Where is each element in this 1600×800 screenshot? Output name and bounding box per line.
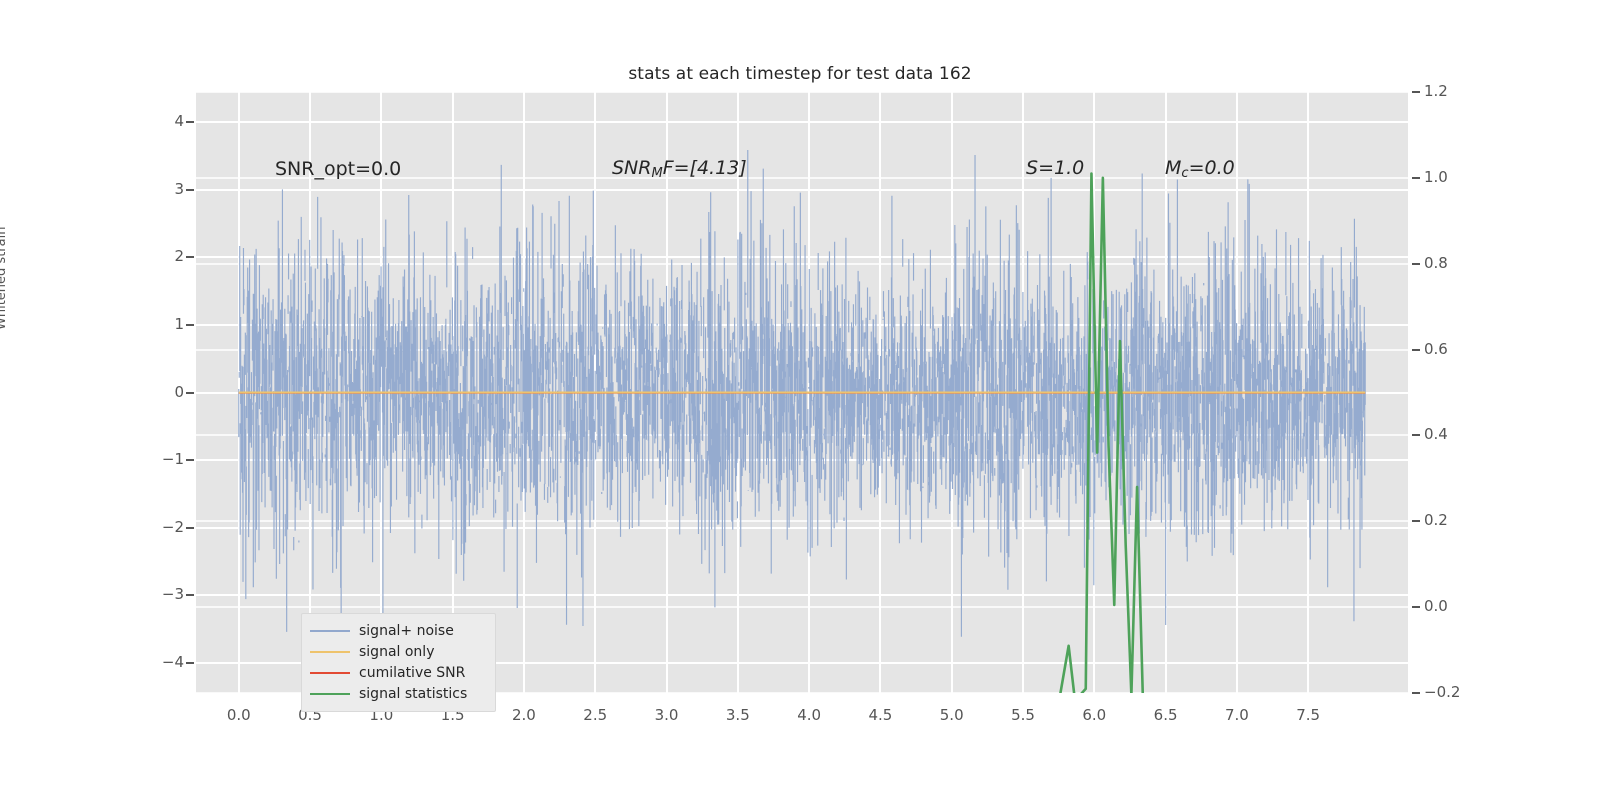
y-tick-mark-left	[186, 323, 194, 326]
x-tick-label: 7.5	[1296, 706, 1321, 724]
y-tick-label-right: 0.6	[1424, 339, 1448, 358]
gridline-horizontal	[196, 188, 1408, 191]
annotation-subscript: c	[1181, 166, 1189, 181]
y-tick-mark-right	[1412, 520, 1420, 523]
gridline-horizontal	[196, 256, 1408, 259]
gridline-horizontal-right	[196, 692, 1408, 693]
x-tick-label: 4.0	[797, 706, 822, 724]
y-tick-mark-left	[186, 188, 194, 191]
chart-legend: signal+ noise signal only cumilative SNR si…	[301, 613, 496, 712]
y-tick-label-left: −3	[161, 585, 184, 604]
x-tick-label: 5.5	[1011, 706, 1035, 724]
gridline-horizontal	[196, 526, 1408, 529]
y-tick-label-left: 2	[174, 247, 184, 266]
gridline-horizontal-right	[196, 176, 1408, 179]
y-tick-mark-left	[186, 391, 194, 394]
annotation-snr_mf: SNRMF=[4.13]	[612, 157, 747, 181]
y-tick-mark-right	[1412, 606, 1420, 609]
y-tick-label-left: −1	[161, 450, 184, 469]
y-tick-mark-left	[186, 121, 194, 124]
y-tick-mark-right	[1412, 692, 1420, 694]
y-tick-mark-left	[186, 459, 194, 462]
chart-title: stats at each timestep for test data 162	[628, 64, 972, 84]
x-tick-label: 2.5	[583, 706, 608, 724]
annotation-base: SNR	[612, 157, 652, 179]
gridline-horizontal-right	[196, 606, 1408, 609]
gridline-horizontal-right	[196, 520, 1408, 523]
annotation-value: =1.0	[1038, 157, 1085, 179]
legend-swatch-line-icon	[310, 671, 350, 674]
gridline-horizontal	[196, 661, 1408, 664]
legend-swatch-line-icon	[310, 629, 350, 632]
y-tick-label-right: −0.2	[1424, 683, 1461, 701]
y-tick-label-right: 0.2	[1424, 511, 1448, 530]
gridline-horizontal	[196, 594, 1408, 597]
gridline-horizontal	[196, 459, 1408, 462]
gridline-horizontal-right	[196, 434, 1408, 437]
gridline-horizontal-right	[196, 262, 1408, 265]
y-tick-mark-right	[1412, 91, 1420, 93]
x-tick-label: 5.0	[939, 706, 964, 724]
x-tick-label: 3.0	[654, 706, 679, 724]
y-tick-label-right: 0.0	[1424, 597, 1448, 616]
y-tick-label-left: −4	[161, 652, 184, 671]
y-axis-label-left: Whitened strain	[0, 226, 9, 330]
legend-swatch-line-icon	[310, 650, 350, 653]
plot-area	[196, 92, 1408, 693]
annotation-subscript: M	[651, 166, 663, 181]
legend-item[interactable]: signal statistics	[310, 683, 487, 704]
annotation-base: S	[1026, 157, 1039, 179]
x-tick-label: 7.0	[1224, 706, 1249, 724]
y-tick-label-right: 1.0	[1424, 167, 1448, 186]
noise-trace	[238, 150, 1366, 639]
annotation-s_stat: S=1.0	[1026, 157, 1084, 179]
legend-item[interactable]: signal only	[310, 641, 487, 662]
legend-swatch-line-icon	[310, 692, 350, 695]
annotation-snr_opt: SNR_opt=0.0	[275, 158, 402, 180]
gridline-horizontal	[196, 121, 1408, 124]
y-tick-label-right: 0.4	[1424, 425, 1448, 444]
series-signal-plus-noise	[238, 150, 1366, 639]
legend-item-label: signal statistics	[359, 685, 468, 702]
x-tick-label: 4.5	[868, 706, 893, 724]
y-tick-label-right: 1.2	[1424, 82, 1448, 100]
y-tick-mark-left	[186, 594, 194, 597]
y-tick-label-left: 1	[174, 314, 184, 333]
y-tick-label-left: 0	[174, 382, 184, 401]
annotation-value: =0.0	[1188, 157, 1235, 179]
legend-item[interactable]: signal+ noise	[310, 620, 487, 641]
series-signal-statistics	[1059, 172, 1145, 693]
chart-canvas	[238, 150, 1366, 693]
legend-item-label: cumilative SNR	[359, 664, 466, 681]
y-tick-label-left: 3	[174, 179, 184, 198]
annotation-base: M	[1165, 157, 1182, 179]
x-tick-label: 3.5	[725, 706, 750, 724]
y-tick-label-left: −2	[161, 517, 184, 536]
x-tick-label: 0.0	[226, 706, 251, 724]
y-tick-mark-right	[1412, 176, 1420, 179]
legend-item-label: signal+ noise	[359, 622, 454, 639]
y-tick-mark-right	[1412, 348, 1420, 351]
legend-item[interactable]: cumilative SNR	[310, 662, 487, 683]
y-tick-mark-left	[186, 256, 194, 259]
gridline-horizontal-right	[196, 92, 1408, 93]
y-tick-mark-left	[186, 661, 194, 664]
annotation-mc: Mc=0.0	[1165, 157, 1235, 181]
x-tick-label: 6.5	[1153, 706, 1178, 724]
y-tick-label-right: 0.8	[1424, 253, 1448, 272]
x-tick-label: 2.0	[512, 706, 536, 724]
annotation-value: F=[4.13]	[662, 157, 747, 179]
y-tick-mark-right	[1412, 262, 1420, 265]
x-tick-label: 6.0	[1082, 706, 1107, 724]
y-tick-mark-left	[186, 526, 194, 529]
y-tick-mark-right	[1412, 434, 1420, 437]
y-tick-label-left: 4	[174, 112, 184, 131]
legend-item-label: signal only	[359, 643, 435, 660]
